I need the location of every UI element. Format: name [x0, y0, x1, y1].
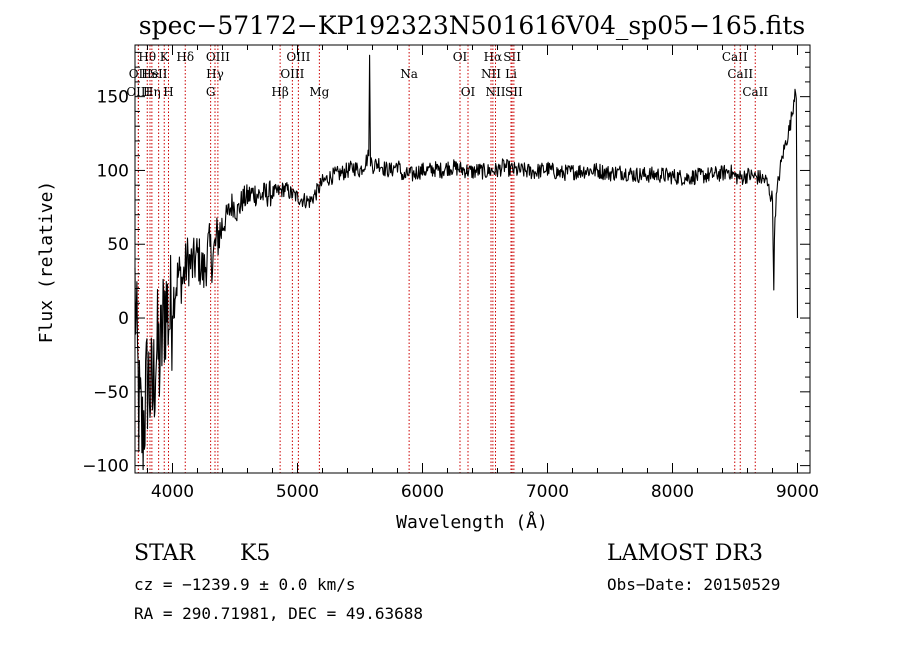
- ra-dec-coordinates: RA = 290.71981, DEC = 49.63688: [134, 604, 423, 623]
- spectral-line-label: Hβ: [271, 85, 288, 99]
- y-tick-label: −100: [82, 457, 129, 477]
- plot-frame: [134, 44, 811, 474]
- spectral-line-label: Hγ: [206, 67, 224, 81]
- spectrum-data: [134, 54, 799, 471]
- spectral-line-label: He: [141, 67, 159, 81]
- y-axis-label: Flux (relative): [36, 181, 57, 344]
- spectral-line-label: Na: [400, 67, 418, 81]
- x-axis-label: Wavelength (Å): [396, 511, 548, 533]
- chart-title: spec−57172−KP192323N501616V04_sp05−165.f…: [139, 11, 805, 40]
- spectral-line-label: CaII: [727, 67, 753, 81]
- spectral-line-label: Hα: [484, 50, 503, 64]
- y-tick-label: −50: [93, 383, 129, 403]
- spectral-line-label: Mg: [309, 85, 329, 99]
- redshift-cz: cz = −1239.9 ± 0.0 km/s: [134, 575, 356, 594]
- spectral-line-label: Hθ: [138, 50, 156, 64]
- object-class: STAR: [134, 541, 196, 566]
- y-tick-label: 150: [97, 88, 129, 108]
- spectral-line-label: OIII: [286, 50, 310, 64]
- survey-name: LAMOST DR3: [607, 541, 763, 566]
- spectral-line-label: Hη: [143, 85, 161, 99]
- spectral-line-label: K: [160, 50, 170, 64]
- spectral-line-label: SII: [150, 67, 168, 81]
- spectral-line-label: Hδ: [176, 50, 194, 64]
- x-tick-label: 5000: [276, 482, 319, 502]
- y-tick-label: 100: [97, 161, 129, 181]
- y-tick-label: 0: [118, 309, 129, 329]
- object-subclass: K5: [240, 541, 270, 566]
- x-tick-label: 4000: [151, 482, 194, 502]
- spectral-line-label: OIII: [206, 50, 230, 64]
- spectral-line-label: OI: [453, 50, 468, 64]
- spectral-line-label: OIII: [126, 85, 150, 99]
- spectral-line-label: OIII: [280, 67, 304, 81]
- spectral-line-label: SII: [505, 85, 523, 99]
- x-tick-label: 8000: [651, 482, 694, 502]
- spectral-line-label: NII: [481, 67, 501, 81]
- spectral-line-label: H: [163, 85, 173, 99]
- x-tick-label: 6000: [401, 482, 444, 502]
- spectral-line-label: SII: [503, 50, 521, 64]
- spectrum-flux-line: [134, 54, 799, 471]
- observation-date: Obs−Date: 20150529: [607, 575, 780, 594]
- spectral-line-label: NII: [486, 85, 506, 99]
- y-tick-label: 50: [107, 235, 129, 255]
- spectral-line-label: Li: [505, 67, 517, 81]
- x-tick-label: 7000: [526, 482, 569, 502]
- spectral-line-label: CaII: [742, 85, 768, 99]
- spectral-line-label: OI: [461, 85, 476, 99]
- spectral-line-label: CaII: [722, 50, 748, 64]
- x-tick-label: 9000: [776, 482, 819, 502]
- plot-axes: 4000 5000 6000 7000 8000 9000 −100 −50 0 50 100 150: [82, 44, 819, 502]
- spectral-line-label: G: [206, 85, 216, 99]
